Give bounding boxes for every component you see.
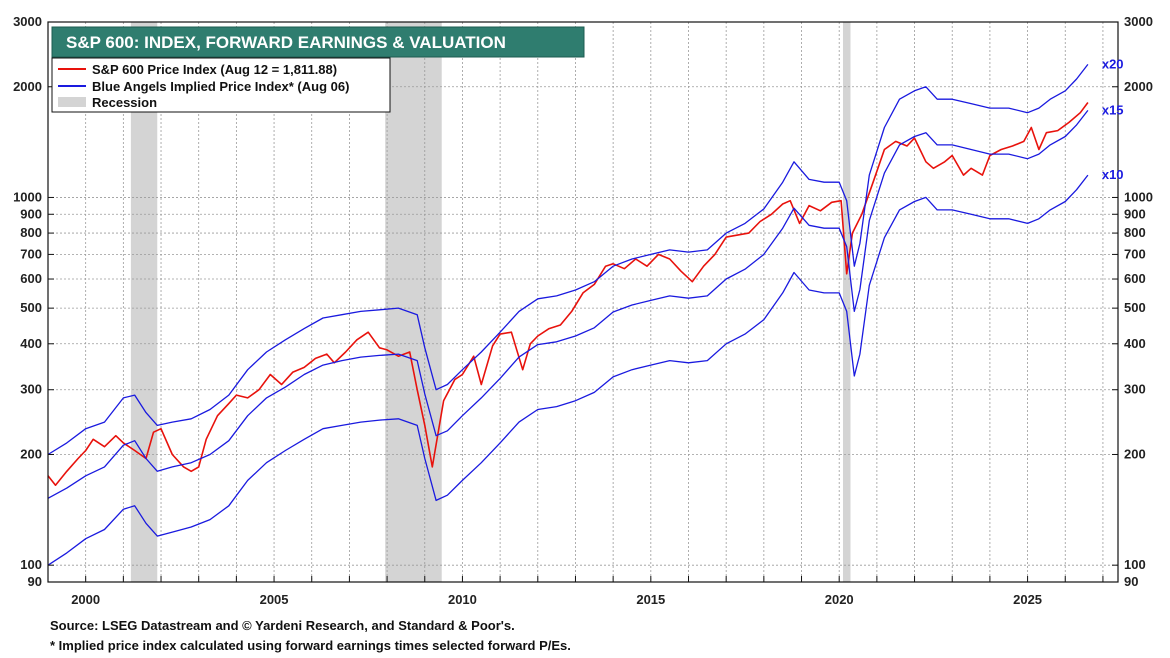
- series-lines: [47, 64, 1089, 566]
- x-tick-label-2005: 2005: [260, 592, 289, 607]
- y-tick-label-right-2000: 2000: [1124, 79, 1153, 94]
- footnote: * Implied price index calculated using f…: [50, 638, 571, 653]
- band-label-x10: x10: [1102, 167, 1124, 182]
- y-tick-label-right-200: 200: [1124, 446, 1146, 461]
- series-line-3: [47, 174, 1089, 566]
- y-tick-label-left-400: 400: [20, 336, 42, 351]
- y-tick-label-right-800: 800: [1124, 225, 1146, 240]
- x-tick-label-2020: 2020: [825, 592, 854, 607]
- x-tick-label-2025: 2025: [1013, 592, 1042, 607]
- chart: 90 90 100 100 200 200 300 300 400 400 500 500 600 600…: [13, 14, 1153, 607]
- x-tick-label-2010: 2010: [448, 592, 477, 607]
- y-tick-label-right-90: 90: [1124, 574, 1138, 589]
- y-tick-label-left-3000: 3000: [13, 14, 42, 29]
- y-tick-label-left-700: 700: [20, 246, 42, 261]
- x-tick-label-2000: 2000: [71, 592, 100, 607]
- legend-item-recession: Recession: [92, 95, 157, 110]
- y-tick-label-left-600: 600: [20, 271, 42, 286]
- recession-band-2: [842, 22, 851, 582]
- y-tick-labels: 90 90 100 100 200 200 300 300 400 400 500 500 600 600…: [13, 14, 1153, 589]
- y-tick-label-right-400: 400: [1124, 336, 1146, 351]
- x-tick-labels: 2000 2005 2010 2015 2020 2025: [71, 576, 1104, 607]
- band-label-x15: x15: [1102, 102, 1124, 117]
- y-tick-label-right-500: 500: [1124, 300, 1146, 315]
- y-tick-label-left-2000: 2000: [13, 79, 42, 94]
- y-tick-label-left-300: 300: [20, 382, 42, 397]
- y-tick-label-right-300: 300: [1124, 382, 1146, 397]
- legend-item-price: S&P 600 Price Index (Aug 12 = 1,811.88): [92, 62, 337, 77]
- y-tick-label-right-100: 100: [1124, 557, 1146, 572]
- y-tick-label-right-600: 600: [1124, 271, 1146, 286]
- recession-band-1: [385, 22, 442, 582]
- source-note: Source: LSEG Datastream and © Yardeni Re…: [50, 618, 515, 633]
- y-tick-label-left-900: 900: [20, 206, 42, 221]
- band-labels: x20 x15 x10: [1102, 56, 1124, 182]
- legend-swatch-recession: [58, 97, 86, 107]
- series-line-1: [47, 64, 1089, 456]
- y-tick-label-left-500: 500: [20, 300, 42, 315]
- y-tick-label-left-200: 200: [20, 446, 42, 461]
- x-tick-label-2015: 2015: [636, 592, 665, 607]
- legend: S&P 600 Price Index (Aug 12 = 1,811.88) …: [51, 57, 391, 113]
- recession-bands: [130, 22, 851, 582]
- series-line-2: [47, 110, 1089, 499]
- band-label-x20: x20: [1102, 56, 1124, 71]
- legend-item-implied: Blue Angels Implied Price Index* (Aug 06…: [92, 79, 349, 94]
- chart-title-box: S&P 600: INDEX, FORWARD EARNINGS & VALUA…: [51, 26, 585, 58]
- series-line-0: [47, 102, 1089, 487]
- y-tick-label-left-800: 800: [20, 225, 42, 240]
- y-tick-label-right-1000: 1000: [1124, 189, 1153, 204]
- chart-title: S&P 600: INDEX, FORWARD EARNINGS & VALUA…: [66, 33, 506, 52]
- plot-frame: [47, 21, 1119, 583]
- y-tick-label-right-3000: 3000: [1124, 14, 1153, 29]
- y-tick-label-right-900: 900: [1124, 206, 1146, 221]
- y-tick-label-left-90: 90: [28, 574, 42, 589]
- y-tick-label-left-1000: 1000: [13, 189, 42, 204]
- y-tick-label-right-700: 700: [1124, 246, 1146, 261]
- recession-band-0: [130, 22, 158, 582]
- grid: [48, 21, 1118, 583]
- y-tick-label-left-100: 100: [20, 557, 42, 572]
